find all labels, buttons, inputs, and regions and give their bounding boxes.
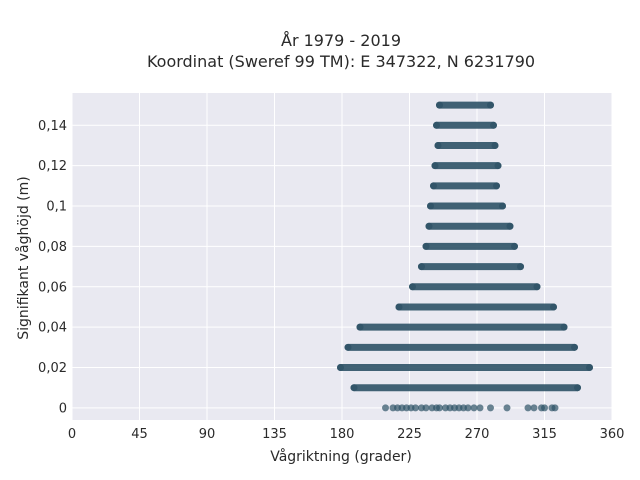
data-point (434, 141, 442, 149)
data-point (427, 202, 434, 210)
plot-area: 0 45 90 135 180 225 270 315 360 0 0,02 0,04 0,06 0,08… (38, 93, 624, 442)
y-tick-label: 0,08 (38, 240, 67, 255)
y-axis-title: Signifikant våghöjd (m) (15, 176, 32, 339)
data-point (530, 404, 538, 412)
data-point (499, 202, 506, 210)
y-tick-label: 0,02 (38, 361, 67, 376)
data-point (574, 384, 581, 392)
data-point (493, 182, 500, 190)
data-point (382, 404, 389, 412)
x-tick-label: 225 (397, 427, 422, 442)
data-point (433, 121, 440, 129)
y-tick-label: 0,06 (38, 280, 67, 295)
x-tick-label: 90 (199, 427, 216, 442)
chart-title: År 1979 - 2019 (281, 31, 401, 50)
data-point (395, 303, 403, 311)
x-tick-label: 0 (68, 427, 76, 442)
data-point (436, 404, 443, 412)
data-point (476, 404, 484, 412)
data-point (511, 242, 518, 250)
data-point (422, 242, 430, 250)
data-point (517, 263, 524, 271)
data-point (430, 182, 437, 190)
data-point (503, 404, 511, 412)
data-point (344, 343, 352, 351)
data-point (506, 222, 514, 230)
data-point (464, 404, 472, 412)
x-axis-title: Vågriktning (grader) (270, 448, 412, 465)
data-point (571, 343, 578, 351)
data-point (412, 404, 419, 412)
data-point (524, 404, 532, 412)
x-tick-label: 180 (330, 427, 355, 442)
y-tick-label: 0,12 (38, 159, 67, 174)
data-point (560, 323, 568, 331)
y-tick-label: 0,14 (38, 119, 67, 134)
data-point (350, 384, 358, 392)
data-point (470, 404, 478, 412)
data-point (494, 162, 502, 170)
y-tick-label: 0,04 (38, 321, 67, 336)
data-point (550, 303, 557, 311)
data-point (487, 101, 494, 109)
data-point (533, 283, 541, 291)
x-tick-label: 270 (465, 427, 490, 442)
chart-subtitle: Koordinat (Sweref 99 TM): E 347322, N 62… (147, 52, 535, 71)
data-point (425, 222, 433, 230)
data-point (541, 404, 548, 412)
data-point (409, 283, 416, 291)
data-point (356, 323, 364, 331)
x-tick-label: 45 (131, 427, 148, 442)
y-tick-label: 0 (59, 401, 67, 416)
data-point (436, 101, 443, 109)
data-point (487, 404, 494, 412)
data-point (551, 404, 559, 412)
data-point (491, 141, 499, 149)
data-point (490, 121, 497, 129)
y-tick-label: 0,1 (46, 200, 67, 215)
data-point (586, 364, 593, 372)
x-tick-label: 315 (532, 427, 557, 442)
data-point (418, 263, 425, 271)
data-point (337, 364, 344, 372)
x-tick-label: 135 (262, 427, 287, 442)
x-tick-label: 360 (600, 427, 625, 442)
data-point (422, 404, 430, 412)
data-point (431, 162, 439, 170)
